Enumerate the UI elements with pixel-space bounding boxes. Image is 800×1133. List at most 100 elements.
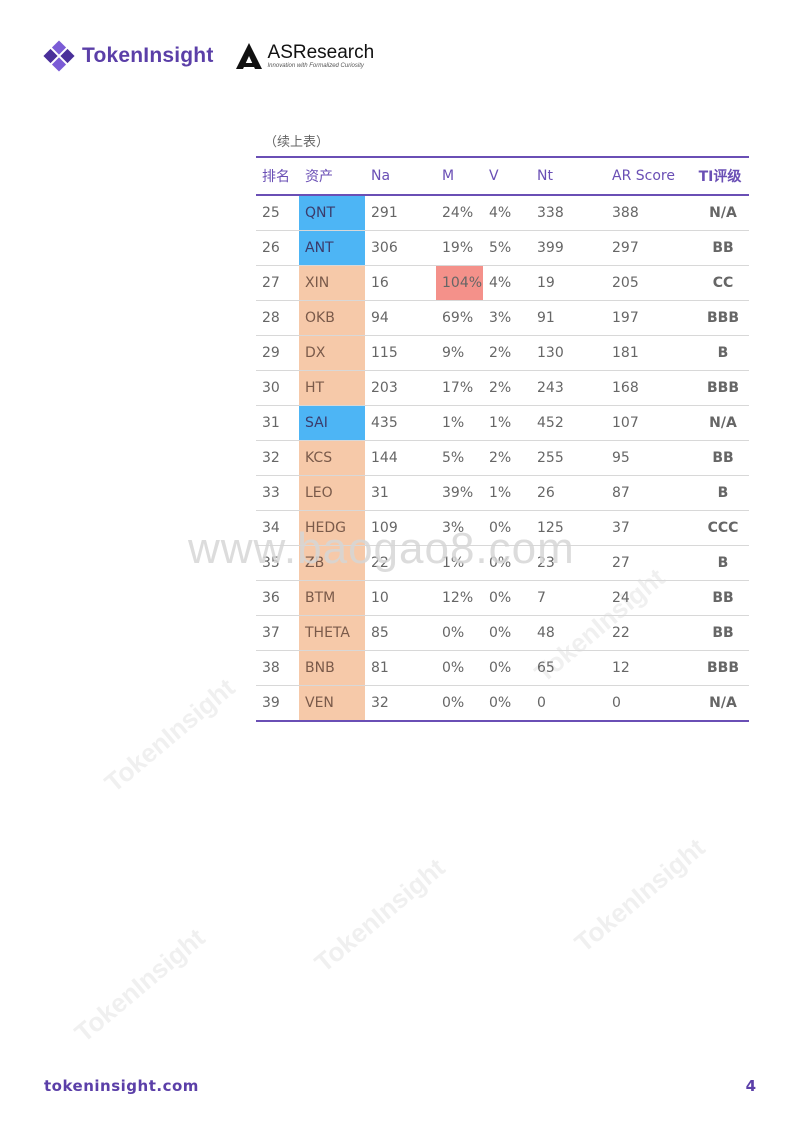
rank-cell: 38 (256, 650, 299, 686)
v-cell: 1% (483, 475, 531, 511)
header-m: M (436, 157, 483, 196)
m-cell: 1% (436, 545, 483, 581)
ti-rating-cell: BBB (691, 300, 749, 336)
nt-cell: 452 (531, 405, 606, 441)
rank-cell: 25 (256, 195, 299, 231)
rank-cell: 35 (256, 545, 299, 581)
table-continuation-caption: （续上表） (264, 135, 330, 150)
na-cell: 203 (365, 370, 436, 406)
na-cell: 291 (365, 195, 436, 231)
m-cell: 0% (436, 615, 483, 651)
rank-cell: 39 (262, 695, 280, 711)
na-cell: 306 (365, 230, 436, 266)
asset-cell: ZB (299, 545, 365, 581)
rank-cell: 33 (256, 475, 299, 511)
ar-score-cell: 12 (606, 650, 691, 686)
nt-cell: 399 (531, 230, 606, 266)
m-cell: 0% (436, 650, 483, 686)
ti-rating-cell: N/A (709, 695, 737, 711)
ti-rating-cell: BB (691, 230, 749, 266)
asset-cell: SAI (299, 405, 365, 441)
header-v: V (483, 157, 531, 196)
background-watermark-logo: TokenInsight (98, 672, 241, 798)
v-cell: 5% (483, 230, 531, 266)
m-cell: 9% (436, 335, 483, 371)
v-cell: 2% (483, 335, 531, 371)
table-row: 25 QNT 291 24% 4% 338 388 N/A (256, 195, 749, 231)
ar-score-cell: 168 (606, 370, 691, 406)
table-row: 30 HT 203 17% 2% 243 168 BBB (256, 370, 749, 406)
ti-rating-cell: BB (691, 615, 749, 651)
background-watermark-logo: TokenInsight (68, 922, 211, 1048)
na-cell: 10 (365, 580, 436, 616)
rank-cell: 29 (256, 335, 299, 371)
asset-cell: BNB (299, 650, 365, 686)
na-cell: 81 (365, 650, 436, 686)
nt-cell: 255 (531, 440, 606, 476)
ti-rating-cell: BBB (691, 370, 749, 406)
ti-rating-cell: B (691, 475, 749, 511)
asset-cell: DX (299, 335, 365, 371)
na-cell: 115 (365, 335, 436, 371)
na-cell: 31 (365, 475, 436, 511)
v-cell: 2% (483, 440, 531, 476)
table-row: 31 SAI 435 1% 1% 452 107 N/A (256, 405, 749, 441)
na-cell: 22 (365, 545, 436, 581)
nt-cell: 0 (537, 695, 546, 711)
ti-rating-cell: N/A (691, 405, 749, 441)
header-ti-rating: TI评级 (691, 157, 749, 196)
rank-cell: 28 (256, 300, 299, 336)
footer-url[interactable]: tokeninsight.com (44, 1077, 199, 1095)
asset-cell: ANT (299, 230, 365, 266)
nt-cell: 65 (531, 650, 606, 686)
nt-cell: 23 (531, 545, 606, 581)
table-row: 29 DX 115 9% 2% 130 181 B (256, 335, 749, 371)
asset-cell: LEO (299, 475, 365, 511)
asresearch-logo-icon (235, 43, 262, 69)
ar-score-cell: 27 (606, 545, 691, 581)
rank-cell: 27 (256, 265, 299, 301)
v-cell: 0% (483, 545, 531, 581)
nt-cell: 19 (531, 265, 606, 301)
ar-score-cell: 297 (606, 230, 691, 266)
header-rank: 排名 (256, 157, 299, 196)
tokeninsight-logo-icon (43, 40, 75, 72)
m-cell: 69% (436, 300, 483, 336)
ar-score-cell: 205 (606, 265, 691, 301)
m-cell: 39% (436, 475, 483, 511)
ti-rating-cell: B (691, 545, 749, 581)
rank-cell: 36 (256, 580, 299, 616)
ar-score-cell: 95 (606, 440, 691, 476)
ar-score-cell: 181 (606, 335, 691, 371)
asset-cell: XIN (299, 265, 365, 301)
asresearch-title: ASResearch (267, 41, 375, 63)
background-watermark-logo: TokenInsight (568, 832, 711, 958)
na-cell: 16 (365, 265, 436, 301)
page-header: TokenInsight ASResearch Innovation with … (42, 36, 374, 76)
na-cell: 32 (371, 695, 389, 711)
m-cell: 0% (442, 695, 465, 711)
asset-cell: HEDG (299, 510, 365, 546)
table-row: 39 VEN 32 0% 0% 0 0 N/A (256, 685, 749, 721)
table-row: 26 ANT 306 19% 5% 399 297 BB (256, 230, 749, 266)
v-cell: 0% (489, 695, 512, 711)
nt-cell: 338 (531, 195, 606, 231)
nt-cell: 91 (531, 300, 606, 336)
rank-cell: 37 (256, 615, 299, 651)
v-cell: 0% (483, 510, 531, 546)
v-cell: 4% (483, 195, 531, 231)
na-cell: 85 (365, 615, 436, 651)
header-na: Na (365, 157, 436, 196)
header-ar-score: AR Score (606, 157, 691, 196)
ar-score-cell: 107 (606, 405, 691, 441)
tokeninsight-logo-text: TokenInsight (82, 44, 214, 67)
tokeninsight-logo: TokenInsight (42, 39, 214, 73)
table-row: 28 OKB 94 69% 3% 91 197 BBB (256, 300, 749, 336)
asset-cell: KCS (299, 440, 365, 476)
v-cell: 0% (483, 580, 531, 616)
nt-cell: 48 (531, 615, 606, 651)
nt-cell: 26 (531, 475, 606, 511)
asset-cell: BTM (299, 580, 365, 616)
ar-score-cell: 388 (606, 195, 691, 231)
table-header-row: 排名 资产 Na M V Nt AR Score TI评级 (256, 157, 749, 196)
